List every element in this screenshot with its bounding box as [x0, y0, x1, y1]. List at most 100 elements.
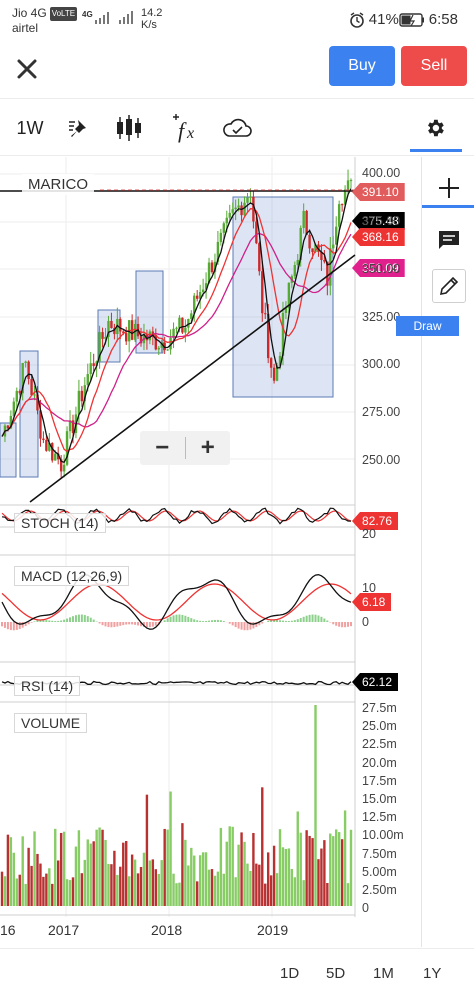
chart-type-button[interactable] [114, 111, 146, 145]
comment-button[interactable] [432, 223, 466, 257]
macd-axis-10: 10 [362, 581, 376, 595]
volume-bar [163, 828, 166, 906]
fx-icon: f x [173, 114, 194, 143]
candle-body [349, 180, 353, 182]
svg-text:f: f [178, 118, 187, 143]
macd-histogram-bar [154, 622, 157, 626]
candle-body [284, 308, 288, 313]
volume-bar [349, 829, 353, 906]
volume-bar [116, 874, 119, 906]
alarm-icon [349, 11, 364, 28]
volume-bar [335, 829, 338, 906]
volume-bar [302, 880, 305, 906]
macd-histogram-bar [175, 614, 178, 622]
draw-button[interactable] [432, 269, 466, 303]
speed-value: 14.2 [141, 7, 163, 19]
volume-axis-label: 20.0m [362, 755, 397, 770]
range-5d-button[interactable]: 5D [326, 965, 346, 982]
macd-histogram-bar [255, 622, 258, 627]
macd-histogram-bar [33, 621, 36, 622]
candle-body [335, 226, 338, 245]
macd-histogram-bar [18, 622, 21, 630]
macd-label: MACD (12,26,9) [14, 566, 130, 586]
pin-button[interactable] [62, 111, 94, 145]
price-axis-label: 325.00 [362, 310, 401, 324]
volume-bar [261, 787, 264, 906]
candle-body [89, 363, 92, 375]
settings-button[interactable] [420, 111, 450, 145]
volume-bar [190, 847, 193, 906]
ma1-price-tag: 375.48 [352, 212, 405, 230]
macd-histogram-bar [341, 622, 344, 628]
macd-histogram-bar [142, 622, 145, 627]
chart-toolbar: 1W f x [0, 98, 474, 156]
macd-histogram-bar [134, 622, 137, 625]
zoom-separator [184, 437, 186, 459]
candle-body [207, 262, 211, 284]
status-right: 41% 6:58 [349, 11, 458, 28]
indicators-button[interactable]: f x [168, 111, 202, 145]
candle-body [24, 361, 27, 363]
macd-histogram-bar [89, 617, 92, 622]
volume-bar [92, 841, 95, 906]
candle-body [80, 390, 84, 402]
range-1d-button[interactable]: 1D [280, 965, 300, 982]
volume-bar [213, 875, 217, 906]
volume-bar [222, 873, 226, 906]
macd-histogram-bar [48, 620, 51, 622]
macd-histogram-bar [9, 622, 12, 631]
volume-bar [326, 883, 329, 906]
macd-histogram-bar [172, 615, 175, 622]
candle-body [181, 317, 184, 333]
macd-histogram-bar [219, 620, 222, 622]
zoom-in-button[interactable]: + [200, 434, 215, 461]
volume-bar [166, 829, 169, 906]
macd-histogram-bar [60, 620, 63, 622]
candle-body [258, 243, 261, 272]
volume-bar [59, 832, 63, 906]
candle-body [68, 420, 72, 432]
volume-bar [320, 848, 323, 906]
macd-histogram-bar [234, 622, 237, 628]
volume-bar [216, 871, 220, 906]
candle-body [320, 251, 323, 260]
zoom-out-button[interactable]: − [155, 434, 170, 461]
chart-area[interactable]: MARICO STOCH (14) MACD (12,26,9) RSI (14… [0, 157, 420, 947]
volume-bar [101, 829, 104, 906]
candle-body [332, 244, 335, 249]
candle-body [299, 227, 302, 260]
candle-body [107, 320, 110, 337]
candle-body [198, 291, 202, 299]
macd-histogram-bar [169, 616, 172, 622]
volume-bar [83, 859, 87, 906]
range-1y-button[interactable]: 1Y [423, 965, 442, 982]
buy-button[interactable]: Buy [329, 46, 395, 86]
macd-histogram-bar [66, 618, 69, 622]
range-1m-button[interactable]: 1M [373, 965, 394, 982]
crosshair-button[interactable] [432, 171, 466, 205]
macd-histogram-bar [350, 622, 352, 627]
date-label-2017: 2017 [48, 922, 80, 938]
cloud-save-button[interactable] [220, 111, 254, 145]
volume-bar [0, 871, 4, 906]
volume-bar [290, 868, 294, 906]
candlestick-icon [117, 115, 141, 141]
volume-bar [219, 827, 223, 906]
stoch-signal-line [1, 510, 352, 522]
volume-bar [225, 841, 228, 906]
candle-body [261, 271, 264, 314]
interval-selector[interactable]: 1W [16, 117, 44, 138]
volume-bar [278, 829, 282, 906]
volume-bar [172, 873, 175, 906]
volume-bar [198, 855, 202, 906]
macd-histogram-bar [332, 622, 335, 625]
volume-bar [240, 832, 243, 906]
close-button[interactable] [12, 54, 42, 84]
volume-bar [24, 883, 27, 906]
macd-histogram-bar [86, 616, 89, 622]
candle-body [42, 438, 45, 441]
candle-body [255, 221, 258, 244]
chart-canvas[interactable] [0, 157, 420, 947]
candle-body [172, 328, 175, 338]
sell-button[interactable]: Sell [401, 46, 467, 86]
